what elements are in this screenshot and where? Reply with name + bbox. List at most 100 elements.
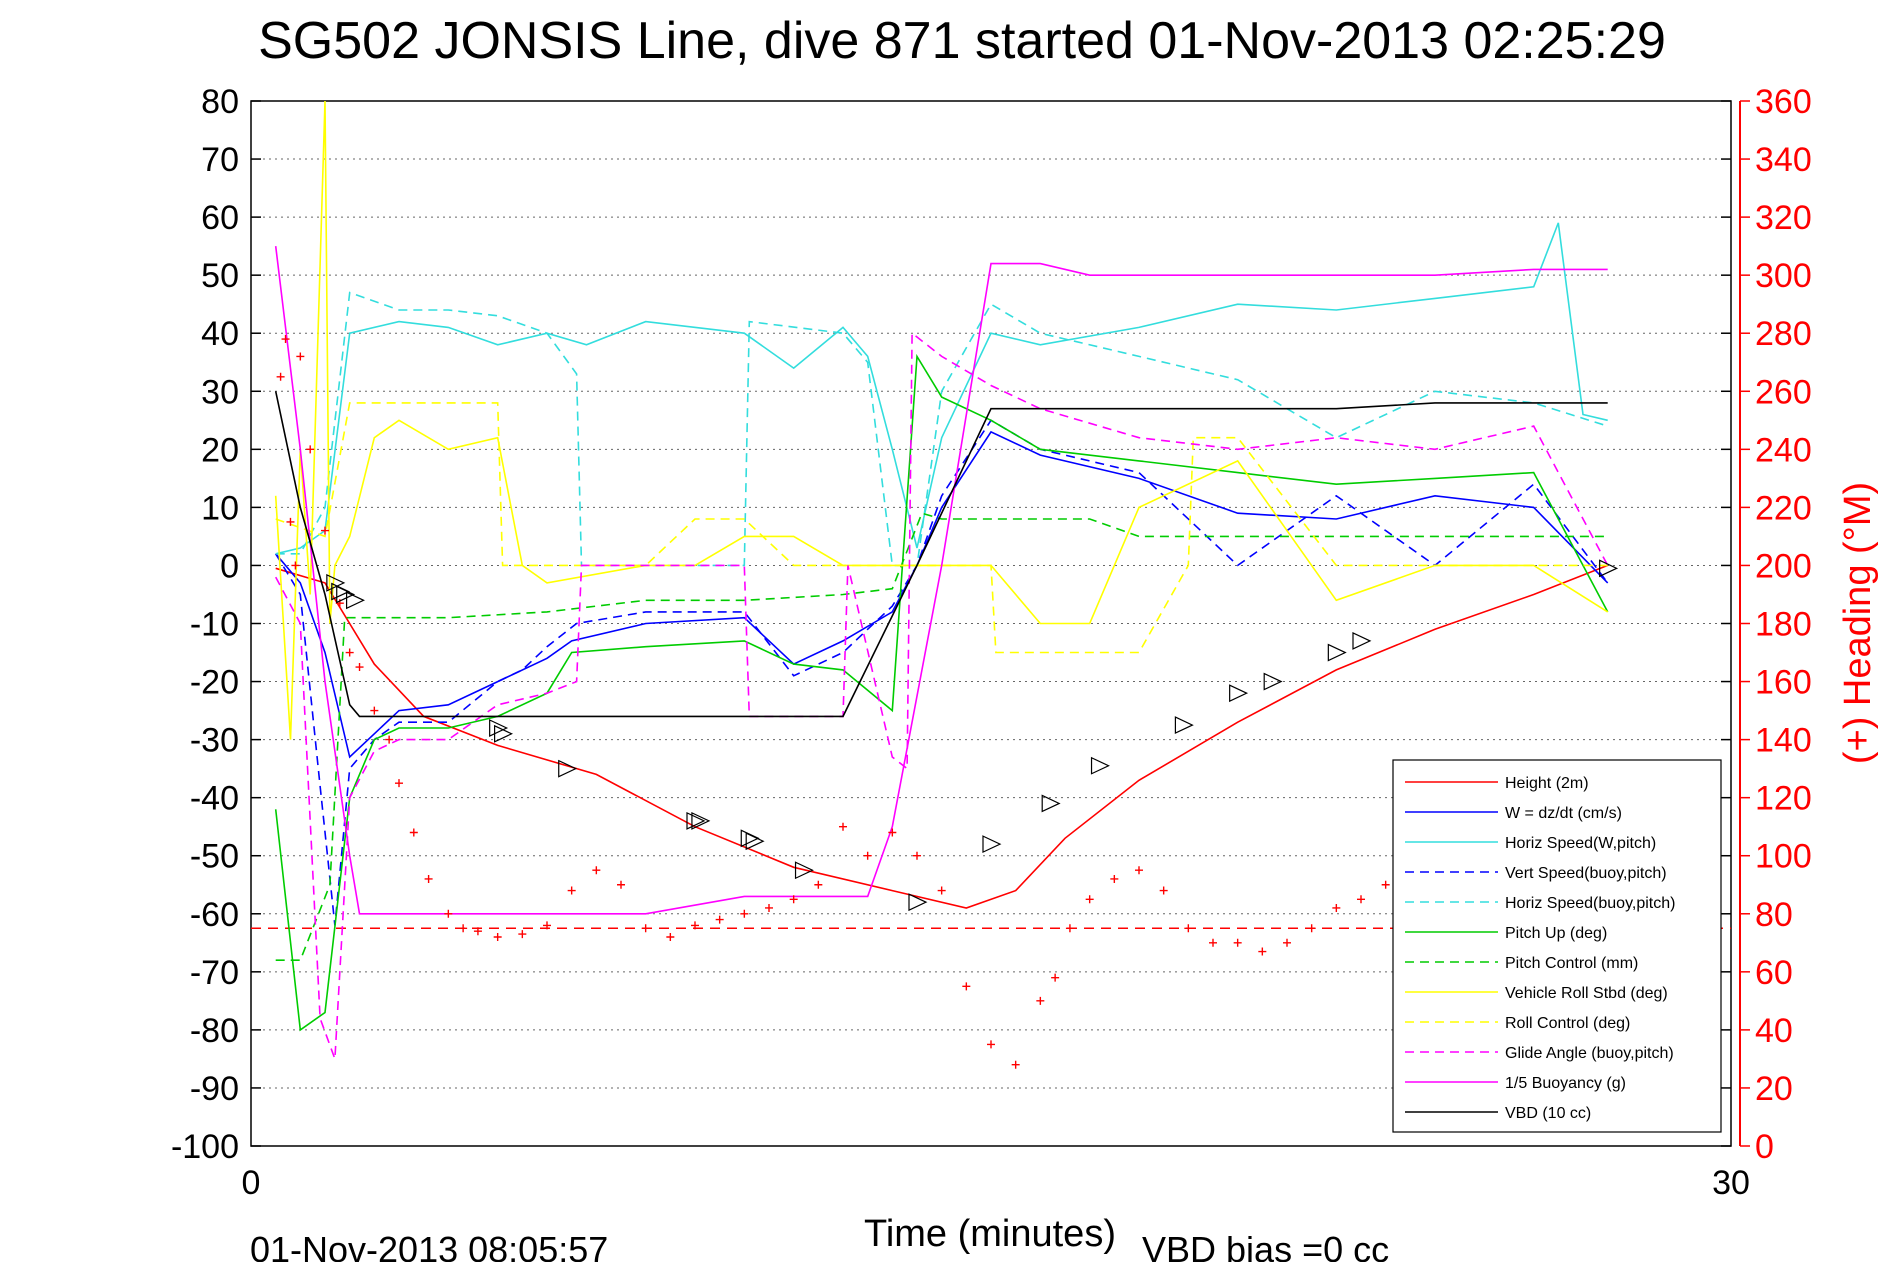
heading-point xyxy=(641,924,650,933)
heading-point xyxy=(1233,938,1242,947)
heading-point xyxy=(276,372,285,381)
legend-entry: Vehicle Roll Stbd (deg) xyxy=(1505,985,1668,1002)
heading-point xyxy=(345,648,354,657)
y-tick-label: -30 xyxy=(190,722,239,760)
heading-point xyxy=(1085,895,1094,904)
series-line-4 xyxy=(275,291,1608,567)
heading-point xyxy=(1209,938,1217,947)
heading-point xyxy=(1332,903,1341,912)
triangle-marker xyxy=(1599,559,1619,578)
y-right-tick-label: 100 xyxy=(1755,838,1812,876)
triangle-marker xyxy=(745,832,765,851)
heading-point xyxy=(1258,947,1267,956)
triangle-marker xyxy=(1090,756,1110,775)
y-tick-label: 50 xyxy=(201,257,239,295)
heading-point xyxy=(1357,895,1365,904)
heading-point xyxy=(355,663,364,672)
x-tick-label: 30 xyxy=(1712,1164,1750,1202)
y-right-tick-label: 340 xyxy=(1755,141,1812,179)
series-line-2 xyxy=(275,222,1608,555)
y-tick-label: -10 xyxy=(190,606,239,644)
triangle-marker xyxy=(336,585,356,604)
heading-point xyxy=(888,828,897,837)
heading-point xyxy=(473,927,482,936)
triangle-marker xyxy=(1327,643,1347,662)
legend-entry: Horiz Speed(buoy,pitch) xyxy=(1505,895,1675,912)
heading-point xyxy=(740,909,749,918)
y-right-tick-label: 260 xyxy=(1755,373,1812,411)
gridlines xyxy=(251,158,1731,1089)
y-tick-label: -80 xyxy=(190,1012,239,1050)
heading-point xyxy=(1011,1060,1020,1069)
x-axis-label: Time (minutes) xyxy=(864,1213,1116,1255)
heading-point xyxy=(1184,924,1193,933)
heading-point xyxy=(321,526,329,535)
triangle-marker xyxy=(686,811,706,830)
heading-point xyxy=(306,445,315,454)
y-tick-label: -100 xyxy=(171,1128,239,1166)
heading-point xyxy=(987,1040,995,1049)
y-right-tick-label: 320 xyxy=(1755,199,1812,237)
triangle-marker xyxy=(1229,684,1249,703)
y-right-tick-label: 120 xyxy=(1755,780,1812,818)
heading-point xyxy=(286,517,295,526)
y-tick-label: -20 xyxy=(190,664,239,702)
heading-point xyxy=(592,866,601,875)
heading-point xyxy=(543,921,551,930)
legend-entry: Pitch Control (mm) xyxy=(1505,955,1638,972)
heading-point xyxy=(567,886,576,895)
heading-point xyxy=(666,933,675,941)
right-axis-label: (+) Heading (°M) xyxy=(1837,482,1879,764)
heading-point xyxy=(424,874,433,883)
y-right-tick-label: 360 xyxy=(1755,83,1812,121)
triangle-marker xyxy=(1352,631,1372,650)
heading-point xyxy=(715,915,724,924)
y-right-tick-label: 300 xyxy=(1755,257,1812,295)
legend-entry: Horiz Speed(W,pitch) xyxy=(1505,835,1656,852)
y-right-tick-label: 80 xyxy=(1755,896,1793,934)
y-tick-label: -50 xyxy=(190,838,239,876)
y-right-tick-label: 200 xyxy=(1755,547,1812,585)
y-tick-label: 10 xyxy=(201,489,239,527)
triangle-marker xyxy=(346,591,366,610)
series-line-6 xyxy=(275,512,1608,962)
triangle-marker xyxy=(558,759,578,778)
y-right-tick-label: 220 xyxy=(1755,489,1812,527)
heading-point xyxy=(1135,866,1143,875)
heading-point xyxy=(1159,886,1168,895)
heading-point xyxy=(291,561,300,570)
triangle-marker xyxy=(691,811,711,830)
triangle-marker xyxy=(494,724,514,743)
triangle-marker xyxy=(1041,794,1061,813)
heading-point xyxy=(1051,973,1060,982)
y-right-tick-label: 160 xyxy=(1755,664,1812,702)
heading-point xyxy=(913,851,921,860)
y-right-tick-label: 280 xyxy=(1755,315,1812,353)
heading-point xyxy=(370,706,379,715)
heading-point xyxy=(765,903,773,912)
legend-entry: W = dz/dt (cm/s) xyxy=(1505,805,1622,822)
y-tick-label: 30 xyxy=(201,373,239,411)
y-tick-label: 70 xyxy=(201,141,239,179)
x-tick-label: 0 xyxy=(242,1164,261,1202)
y-tick-label: -60 xyxy=(190,896,239,934)
y-right-tick-label: 60 xyxy=(1755,954,1793,992)
heading-point xyxy=(814,880,823,889)
heading-point xyxy=(1110,874,1119,883)
legend-entry: VBD (10 cc) xyxy=(1505,1105,1591,1122)
chart-title: SG502 JONSIS Line, dive 871 started 01-N… xyxy=(258,12,1666,70)
heading-point xyxy=(518,930,527,939)
heading-point xyxy=(459,924,468,933)
legend-entry: Glide Angle (buoy,pitch) xyxy=(1505,1045,1674,1062)
triangle-marker xyxy=(1263,672,1283,691)
series-line-0 xyxy=(275,564,1608,909)
triangle-marker xyxy=(794,861,814,880)
y-tick-label: -70 xyxy=(190,954,239,992)
heading-point xyxy=(395,779,403,788)
heading-point xyxy=(444,909,453,918)
triangle-marker xyxy=(489,719,509,737)
series-group xyxy=(251,100,1731,1060)
heading-point xyxy=(617,880,625,889)
triangle-marker xyxy=(982,835,1002,854)
